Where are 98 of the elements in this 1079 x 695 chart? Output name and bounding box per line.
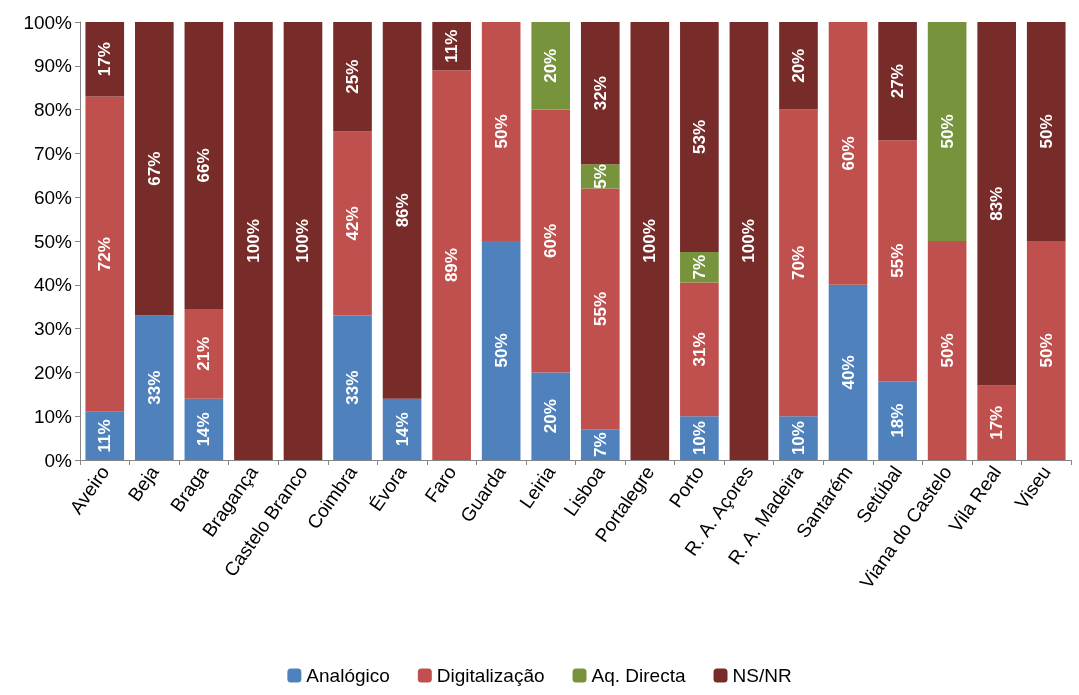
bar — [135, 22, 174, 316]
bar — [432, 70, 471, 460]
bar — [828, 22, 868, 285]
data-label: 89% — [442, 248, 462, 283]
bar — [382, 22, 422, 399]
bar — [680, 22, 719, 252]
data-label: 50% — [491, 333, 511, 368]
data-label: 50% — [937, 333, 957, 368]
bar — [878, 381, 917, 460]
y-tick-label: 70% — [33, 142, 73, 164]
bar — [878, 140, 917, 382]
data-label: 27% — [888, 64, 908, 99]
data-label: 53% — [689, 119, 709, 154]
data-label: 50% — [1036, 114, 1056, 149]
data-label: 60% — [838, 136, 858, 171]
data-label: 50% — [1036, 333, 1056, 368]
data-label: 70% — [788, 245, 808, 280]
data-label: 50% — [937, 114, 957, 149]
y-tick-label: 80% — [33, 99, 73, 121]
y-tick-label: 60% — [33, 186, 73, 208]
data-label: 72% — [95, 237, 115, 272]
data-label: 20% — [541, 48, 561, 83]
bar — [531, 22, 571, 110]
bar — [977, 22, 1016, 386]
bar — [234, 22, 273, 460]
data-label: 86% — [392, 193, 412, 228]
data-label: 55% — [590, 291, 610, 326]
data-label: 17% — [987, 405, 1007, 440]
data-label: 83% — [987, 186, 1007, 221]
data-label: 100% — [640, 219, 660, 263]
data-label: 18% — [888, 403, 908, 438]
data-label: 25% — [343, 59, 363, 94]
data-label: 21% — [194, 336, 214, 371]
bar — [779, 109, 818, 417]
bar — [135, 315, 174, 460]
data-label: 100% — [739, 219, 759, 263]
data-label: 14% — [392, 412, 412, 447]
y-tick-label: 10% — [33, 405, 73, 427]
bar — [878, 22, 917, 141]
data-label: 32% — [590, 76, 610, 111]
bar — [1026, 22, 1066, 241]
bar — [481, 22, 521, 241]
data-label: 10% — [689, 421, 709, 456]
bar — [580, 22, 620, 165]
y-tick-label: 30% — [33, 318, 73, 340]
data-label: 55% — [888, 243, 908, 278]
data-label: 33% — [144, 370, 164, 405]
bar — [85, 22, 125, 97]
bar — [481, 241, 521, 460]
y-tick-label: 50% — [33, 230, 73, 252]
data-label: 7% — [689, 254, 709, 280]
legend-label: Digitalização — [436, 665, 545, 686]
legend-label: Aq. Directa — [591, 665, 686, 686]
data-label: 66% — [194, 148, 214, 183]
data-label: 42% — [343, 206, 363, 241]
bar — [729, 22, 769, 460]
data-label: 20% — [541, 399, 561, 434]
y-tick-label: 20% — [33, 361, 73, 383]
bar — [630, 22, 670, 460]
bar — [85, 96, 125, 412]
y-tick-label: 90% — [33, 55, 73, 77]
bar — [531, 109, 571, 373]
data-label: 50% — [491, 114, 511, 149]
data-label: 100% — [293, 219, 313, 263]
legend-label: Analógico — [306, 665, 390, 686]
data-label: 33% — [343, 370, 363, 405]
bar — [927, 241, 967, 460]
bar — [283, 22, 323, 460]
data-label: 11% — [95, 419, 115, 453]
y-tick-label: 40% — [33, 274, 73, 296]
bar — [1026, 241, 1066, 460]
data-label: 5% — [590, 164, 610, 189]
data-label: 14% — [194, 412, 214, 447]
bar — [333, 315, 372, 460]
data-label: 11% — [442, 29, 462, 63]
bar — [184, 22, 224, 309]
bar — [333, 131, 372, 316]
bar — [580, 188, 620, 430]
y-tick-label: 100% — [23, 11, 73, 33]
data-label: 31% — [689, 332, 709, 367]
data-label: 17% — [95, 42, 115, 77]
data-label: 10% — [788, 421, 808, 456]
bar — [927, 22, 967, 241]
data-label: 60% — [541, 223, 561, 259]
bar — [531, 372, 571, 460]
bar — [184, 308, 224, 399]
bar — [779, 22, 818, 110]
data-label: 40% — [838, 355, 858, 390]
data-label: 100% — [243, 219, 263, 263]
bar — [977, 385, 1016, 460]
bar — [680, 282, 719, 417]
data-label: 7% — [590, 432, 610, 457]
data-label: 67% — [144, 151, 164, 186]
legend-label: NS/NR — [732, 665, 792, 686]
bar — [333, 22, 372, 132]
data-label: 20% — [788, 48, 808, 83]
bar — [828, 284, 868, 460]
y-tick-label: 0% — [44, 449, 73, 471]
